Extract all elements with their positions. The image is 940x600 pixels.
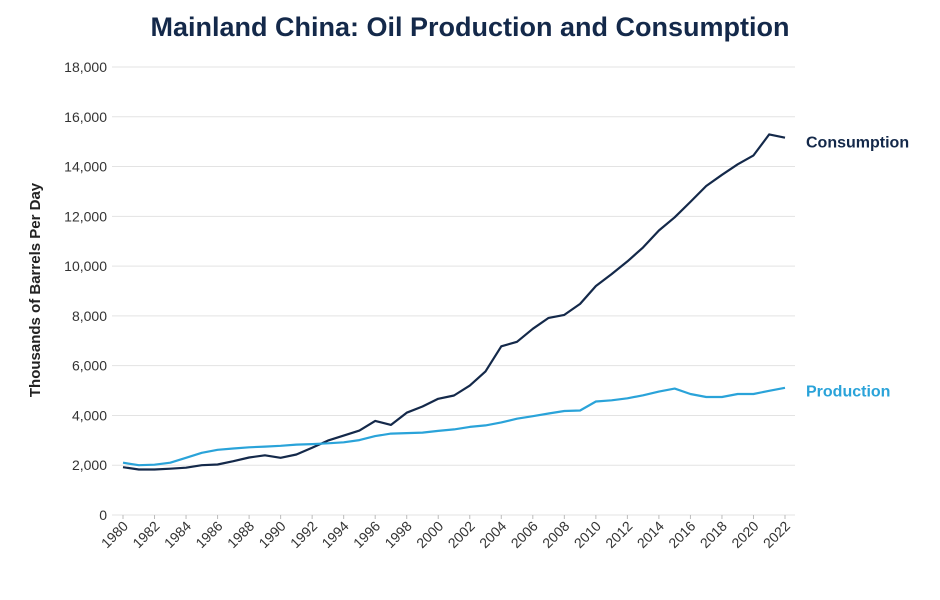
gridlines	[112, 66, 795, 516]
x-tick-label: 1994	[318, 518, 351, 551]
y-tick-label: 8,000	[72, 308, 107, 324]
x-axis: 1980198219841986198819901992199419961998…	[98, 515, 793, 551]
x-tick-label: 2006	[508, 518, 541, 551]
x-tick-label: 2010	[571, 518, 604, 551]
y-tick-label: 18,000	[64, 59, 107, 75]
x-tick-label: 2004	[476, 518, 509, 551]
x-tick-label: 1992	[287, 518, 320, 551]
y-axis-title: Thousands of Barrels Per Day	[27, 182, 44, 397]
series-labels: Consumption Production	[806, 135, 909, 401]
x-tick-label: 2020	[728, 518, 761, 551]
y-tick-label: 4,000	[72, 407, 107, 423]
series-label-production: Production	[806, 384, 890, 401]
x-tick-label: 1988	[224, 518, 257, 551]
x-tick-label: 2016	[665, 518, 698, 551]
x-tick-label: 2012	[602, 518, 635, 551]
x-tick-label: 2022	[760, 518, 793, 551]
chart-title: Mainland China: Oil Production and Consu…	[150, 12, 790, 42]
series-line-production	[122, 386, 786, 467]
y-tick-label: 0	[99, 507, 107, 523]
x-tick-label: 2000	[413, 518, 446, 551]
y-tick-label: 2,000	[72, 457, 107, 473]
x-tick-label: 1982	[129, 518, 162, 551]
x-tick-label: 2014	[634, 518, 667, 551]
x-tick-label: 2008	[539, 518, 572, 551]
y-tick-label: 10,000	[64, 258, 107, 274]
x-tick-label: 1990	[255, 518, 288, 551]
series-lines	[122, 133, 786, 471]
x-tick-label: 2002	[445, 518, 478, 551]
x-tick-label: 1998	[381, 518, 414, 551]
series-label-consumption: Consumption	[806, 135, 909, 152]
x-tick-label: 1984	[161, 518, 194, 551]
y-tick-label: 6,000	[72, 358, 107, 374]
y-tick-label: 16,000	[64, 109, 107, 125]
series-line-consumption	[122, 133, 786, 471]
x-tick-label: 1996	[350, 518, 383, 551]
x-tick-label: 2018	[697, 518, 730, 551]
y-axis: 0 2,000 4,000 6,000 8,000 10,000 12,000 14,000 1…	[64, 59, 107, 523]
y-tick-label: 12,000	[64, 208, 107, 224]
y-tick-label: 14,000	[64, 159, 107, 175]
x-tick-label: 1986	[192, 518, 225, 551]
